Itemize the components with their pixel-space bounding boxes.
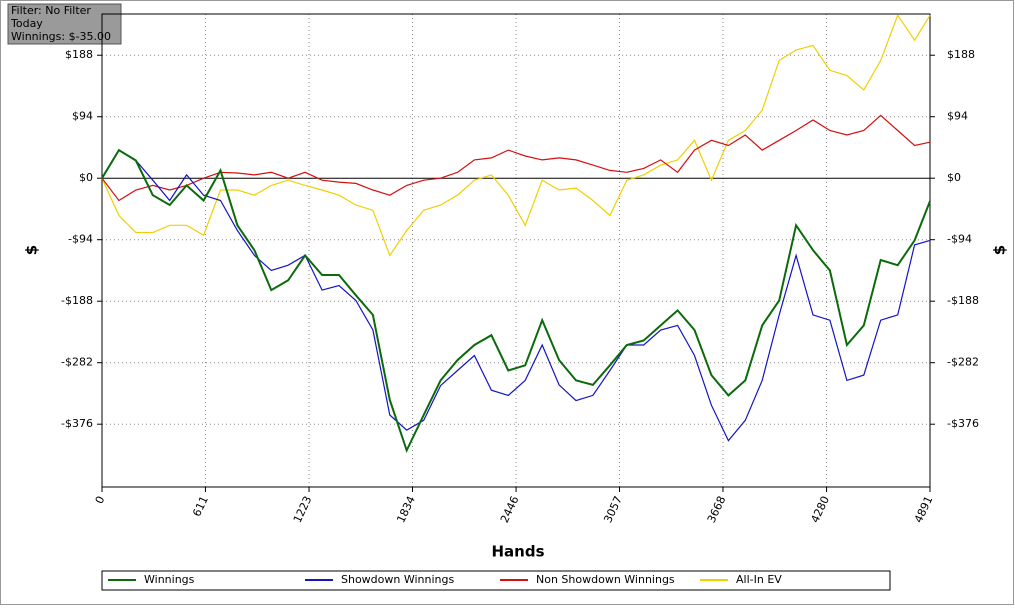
y-tick-label: $188 [947,48,975,61]
y-tick-label: -$282 [61,356,93,369]
series-line [101,149,931,442]
x-tick-label: 0 [93,494,108,506]
y-tick-label: -$188 [947,294,979,307]
legend-label: Non Showdown Winnings [536,573,675,586]
series-line [101,114,931,202]
legend-label: Showdown Winnings [341,573,455,586]
y-tick-label: $0 [947,171,961,184]
y-axis-label: $ [23,245,41,255]
y-tick-label: $94 [947,110,968,123]
y-tick-label: -$282 [947,356,979,369]
y-tick-label: $94 [72,110,93,123]
y-tick-label: -$188 [61,294,93,307]
y-tick-label: -$376 [61,417,93,430]
info-line: Today [10,17,43,30]
x-axis-label: Hands [491,543,544,561]
y-tick-label: $0 [79,171,93,184]
y-axis-label: $ [991,245,1009,255]
y-tick-label: -$376 [947,417,979,430]
plot-frame [101,13,931,488]
series-line [101,14,931,257]
y-tick-label: $188 [65,48,93,61]
y-tick-label: -$94 [68,233,93,246]
y-tick-label: -$94 [947,233,972,246]
legend-label: Winnings [144,573,195,586]
legend [101,570,891,591]
series-line [101,148,931,454]
info-line: Winnings: $-35.00 [11,30,111,43]
legend-label: All-In EV [736,573,782,586]
info-line: Filter: No Filter [11,4,91,17]
